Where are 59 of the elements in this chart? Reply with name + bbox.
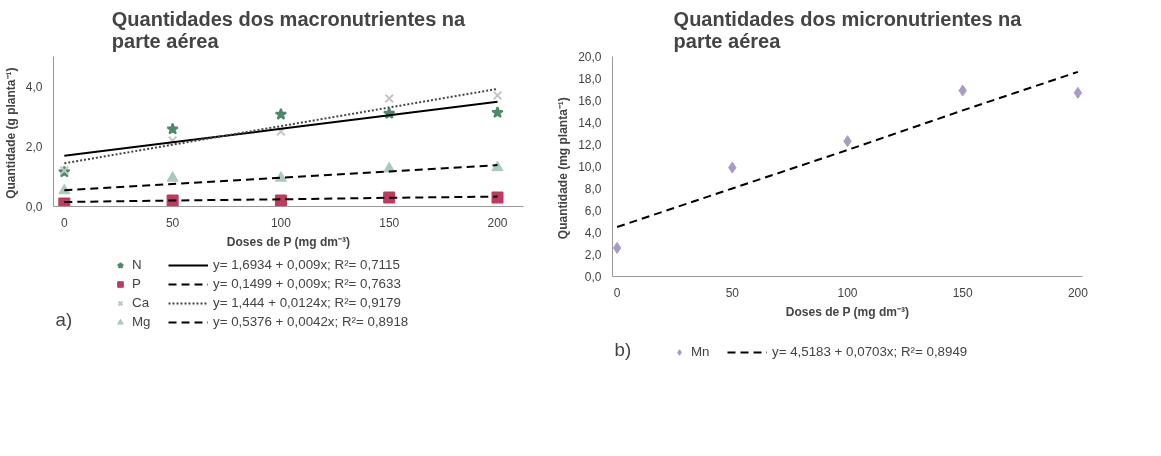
y-tick-label: 4,0: [25, 80, 43, 94]
y-tick-label: 4,0: [584, 226, 602, 240]
x-tick-label: 150: [952, 285, 974, 300]
legend-label: N: [132, 257, 143, 272]
point: [491, 191, 504, 204]
x-tick-label: 100: [837, 285, 858, 300]
text: a): [55, 308, 73, 330]
y-tick-label: 2,0: [584, 248, 602, 262]
x-tick-label: 0: [60, 215, 68, 230]
y-tick-label: 0,0: [584, 270, 602, 284]
x-axis-title: Doses de P (mg dm⁻³): [226, 234, 350, 249]
point: [166, 171, 179, 182]
chart-title: Quantidades dos micronutrientes na parte aérea: [673, 7, 1023, 52]
y-tick-label: 8,0: [584, 182, 602, 196]
point: [166, 122, 179, 135]
point: [167, 135, 178, 146]
x-tick-label: 100: [270, 215, 292, 230]
y-tick-label: 14,0: [578, 116, 602, 130]
legend-label: P: [132, 276, 142, 291]
y-tick-label: 12,0: [578, 138, 602, 152]
point: [276, 126, 286, 137]
point: [384, 93, 395, 104]
y-tick-label: 0,0: [25, 200, 43, 214]
point: [274, 194, 287, 207]
y-tick-label: 18,0: [578, 72, 602, 86]
point: [274, 107, 288, 120]
line-series: [616, 70, 1079, 228]
legend-label: Mn: [691, 344, 711, 359]
point: [1073, 86, 1083, 99]
point: [491, 160, 504, 172]
x-tick-label: 50: [725, 285, 740, 300]
x-tick-label: 0: [613, 285, 621, 300]
legend-label: y= 1,6934 + 0,009x; R²= 0,7115: [213, 257, 400, 272]
line-series: [63, 100, 499, 157]
y-axis-title: Quantidade (g planta⁻¹): [3, 67, 18, 199]
point: [492, 90, 503, 101]
x-axis-title: Doses de P (mg dm⁻³): [785, 304, 909, 319]
y-tick-label: 16,0: [578, 94, 602, 108]
x-tick-label: 150: [379, 215, 400, 230]
line-series: [63, 87, 499, 165]
point: [612, 241, 622, 254]
x-tick-label: 200: [487, 215, 508, 230]
y-tick-label: 2,0: [25, 140, 43, 154]
x-tick-label: 200: [1067, 285, 1089, 300]
y-tick-label: 20,0: [578, 50, 602, 64]
legend-label: Ca: [132, 295, 151, 310]
y-tick-label: 10,0: [578, 160, 602, 174]
point: [491, 106, 504, 119]
chart-title: Quantidades dos macronutrientes na parte aérea: [111, 7, 467, 52]
text: b): [614, 338, 632, 360]
point: [383, 191, 396, 204]
legend-label: Mg: [132, 314, 152, 329]
x-tick-label: 50: [165, 215, 180, 230]
y-axis-title: Quantidade (mg planta⁻¹): [556, 97, 571, 240]
legend-label: y= 0,5376 + 0,0042x; R²= 0,8918: [213, 314, 409, 329]
legend-label: y= 1,444 + 0,0124x; R²= 0,9179: [213, 295, 401, 310]
legend-label: y= 4,5183 + 0,0703x; R²= 0,8949: [772, 344, 968, 359]
y-tick-label: 6,0: [584, 204, 602, 218]
legend-label: y= 0,1499 + 0,009x; R²= 0,7633: [213, 276, 401, 291]
